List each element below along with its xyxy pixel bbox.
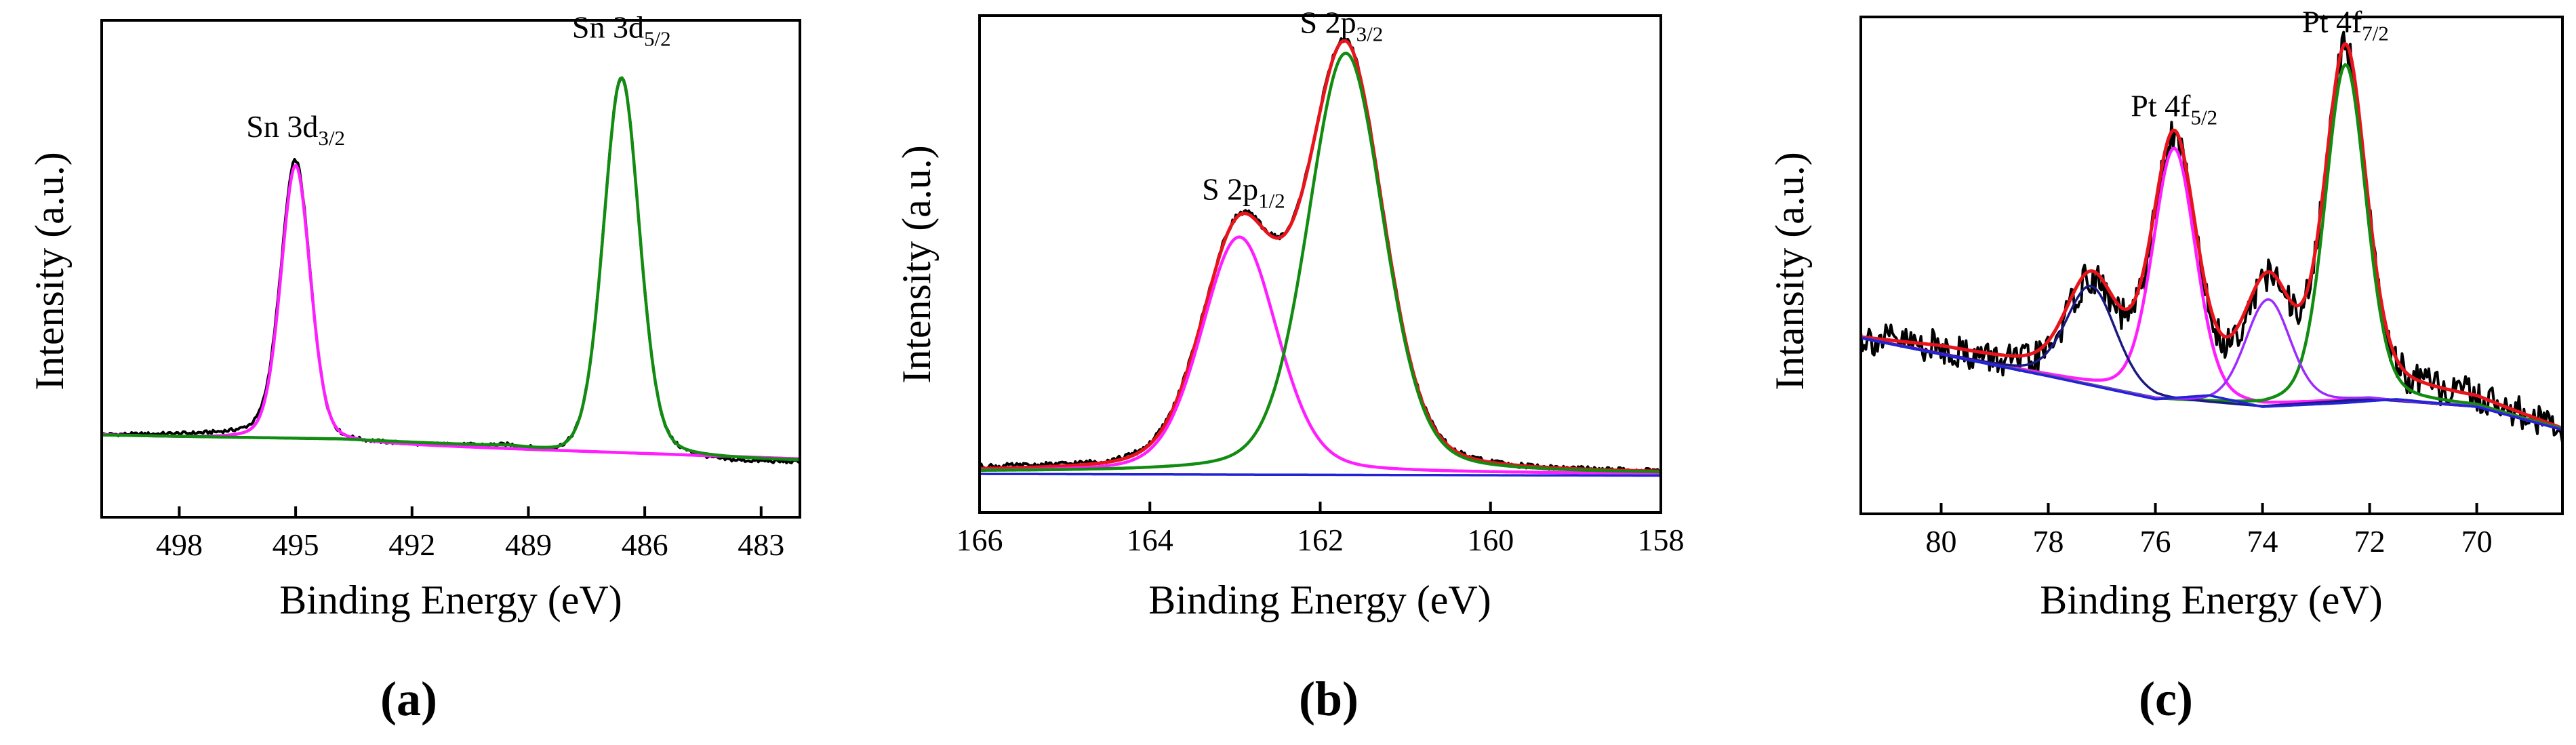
panel-a-figure-label: (a) [380, 672, 437, 726]
panel-c: 80 78 76 74 72 70 Pt 4f5/2 Pt 4f7/2 Binding En… [1767, 5, 2564, 726]
panel-c-x-tick-label: 76 [2140, 524, 2171, 559]
panel-a-x-tick-label: 495 [273, 527, 319, 562]
panel-a-peak-label: Sn 3d3/2 [246, 109, 345, 150]
panel-b-series-s-2p1-2-fit [980, 235, 1661, 475]
panel-b-x-tick-label: 162 [1297, 523, 1344, 557]
panel-c-x-tick-label: 70 [2461, 524, 2493, 559]
panel-b-x-tick-label: 166 [957, 523, 1003, 557]
panel-a-x-tick-label: 489 [505, 527, 552, 562]
panel-a-frame [100, 19, 801, 519]
panel-b-peak-label: S 2p1/2 [1202, 172, 1285, 213]
panel-a-x-ticks: 498 495 492 489 486 483 [156, 506, 784, 562]
panel-c-y-axis-label: Intansity (a.u.) [1767, 152, 1812, 390]
panel-c-frame [1859, 16, 2564, 515]
panel-c-x-tick-label: 74 [2247, 524, 2278, 559]
panel-b-frame [978, 14, 1662, 514]
panel-a-series-sn-3d5-2-fit [102, 76, 800, 462]
panel-b-series-envelope [980, 39, 1661, 473]
panel-c-series-baseline [1861, 336, 2562, 431]
panel-a-y-axis-label: Intensity (a.u.) [27, 152, 72, 390]
panel-c-series-envelope [1861, 42, 2562, 430]
panel-c-plot-area [1861, 31, 2562, 443]
panel-b-series-baseline [980, 472, 1661, 477]
panel-b-plot-area [980, 37, 1661, 477]
panel-c-x-tick-label: 80 [1926, 524, 1957, 559]
panel-b-x-tick-label: 158 [1638, 523, 1685, 557]
panel-a-plot-area [102, 76, 800, 464]
panel-b-x-ticks: 166 164 162 160 158 [957, 502, 1685, 557]
panel-b-peak-label: S 2p3/2 [1300, 5, 1384, 45]
panel-c-figure-label: (c) [2139, 672, 2193, 726]
panel-c-series-raw [1861, 31, 2562, 443]
panel-c-peak-label: Pt 4f7/2 [2302, 5, 2389, 45]
panel-b-x-axis-label: Binding Energy (eV) [1148, 578, 1491, 622]
panel-c-x-tick-label: 78 [2033, 524, 2064, 559]
panel-c-peak-label: Pt 4f5/2 [2131, 89, 2217, 129]
panel-b-annotations: S 2p1/2 S 2p3/2 [1202, 5, 1383, 212]
panel-a-x-axis-label: Binding Energy (eV) [279, 578, 622, 622]
panel-b-y-axis-label: Intensity (a.u.) [894, 145, 939, 384]
panel-a-x-tick-label: 483 [738, 527, 784, 562]
panel-a: 498 495 492 489 486 483 Sn 3d3/2 Sn 3d5/2 Bind… [27, 9, 801, 726]
panel-c-annotations: Pt 4f5/2 Pt 4f7/2 [2131, 5, 2389, 129]
panel-a-series-sn-3d3-2-fit [102, 163, 800, 461]
panel-b-series-s-2p3-2-fit [980, 52, 1661, 474]
panel-b: 166 164 162 160 158 S 2p1/2 S 2p3/2 Binding E… [894, 5, 1685, 726]
panel-a-x-tick-label: 498 [156, 527, 203, 562]
panel-c-x-tick-label: 72 [2354, 524, 2386, 559]
panel-b-figure-label: (b) [1299, 672, 1359, 726]
panel-a-x-tick-label: 486 [622, 527, 668, 562]
panel-b-x-tick-label: 160 [1467, 523, 1514, 557]
panel-a-series-raw [102, 77, 800, 464]
panel-c-x-axis-label: Binding Energy (eV) [2040, 578, 2382, 622]
panel-c-x-ticks: 80 78 76 74 72 70 [1926, 503, 2493, 559]
panel-b-x-tick-label: 164 [1127, 523, 1173, 557]
panel-a-peak-label: Sn 3d5/2 [572, 9, 671, 50]
panel-a-x-tick-label: 492 [388, 527, 435, 562]
panel-a-annotations: Sn 3d3/2 Sn 3d5/2 [246, 9, 670, 150]
